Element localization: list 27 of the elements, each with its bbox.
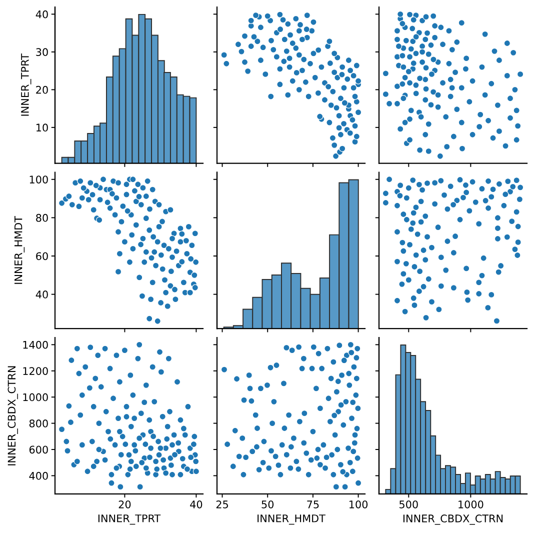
y-tick-label: 1200 [23,367,48,375]
y-axis-title: INNER_CBDX_CTRN [8,366,18,466]
y2-axis-title: INNER_TPRT [21,54,32,116]
x-axis-title: INNER_CBDX_CTRN [403,514,503,525]
y-tick-label: 40 [36,290,48,298]
x-tick-label: 25 [216,500,228,508]
x-tick-label: 50 [262,500,274,508]
y-tick-label: 600 [29,446,48,454]
x-tick-label: 100 [349,500,368,508]
x-tick-label: 75 [307,500,319,508]
x-tick-label: 40 [190,500,202,508]
y2-tick-label: 10 [36,124,48,132]
y-tick-label: 400 [29,472,48,480]
y-tick-label: 60 [36,252,48,260]
x-tick-label: 1000 [458,500,484,508]
x-tick-label: 20 [118,500,131,508]
x-tick-label: 500 [400,500,418,508]
x-axis-title: INNER_HMDT [258,514,326,525]
y-axis-title: INNER_HMDT [14,216,25,284]
y2-tick-label: 20 [36,86,48,94]
y-tick-label: 1000 [23,393,48,402]
y-tick-label: 100 [30,176,48,184]
x-axis-title: INNER_TPRT [98,514,161,525]
y-tick-label: 1400 [23,340,48,349]
y-tick-label: 800 [29,420,48,428]
y2-tick-label: 30 [36,48,48,56]
y-tick-label: 80 [36,214,48,222]
